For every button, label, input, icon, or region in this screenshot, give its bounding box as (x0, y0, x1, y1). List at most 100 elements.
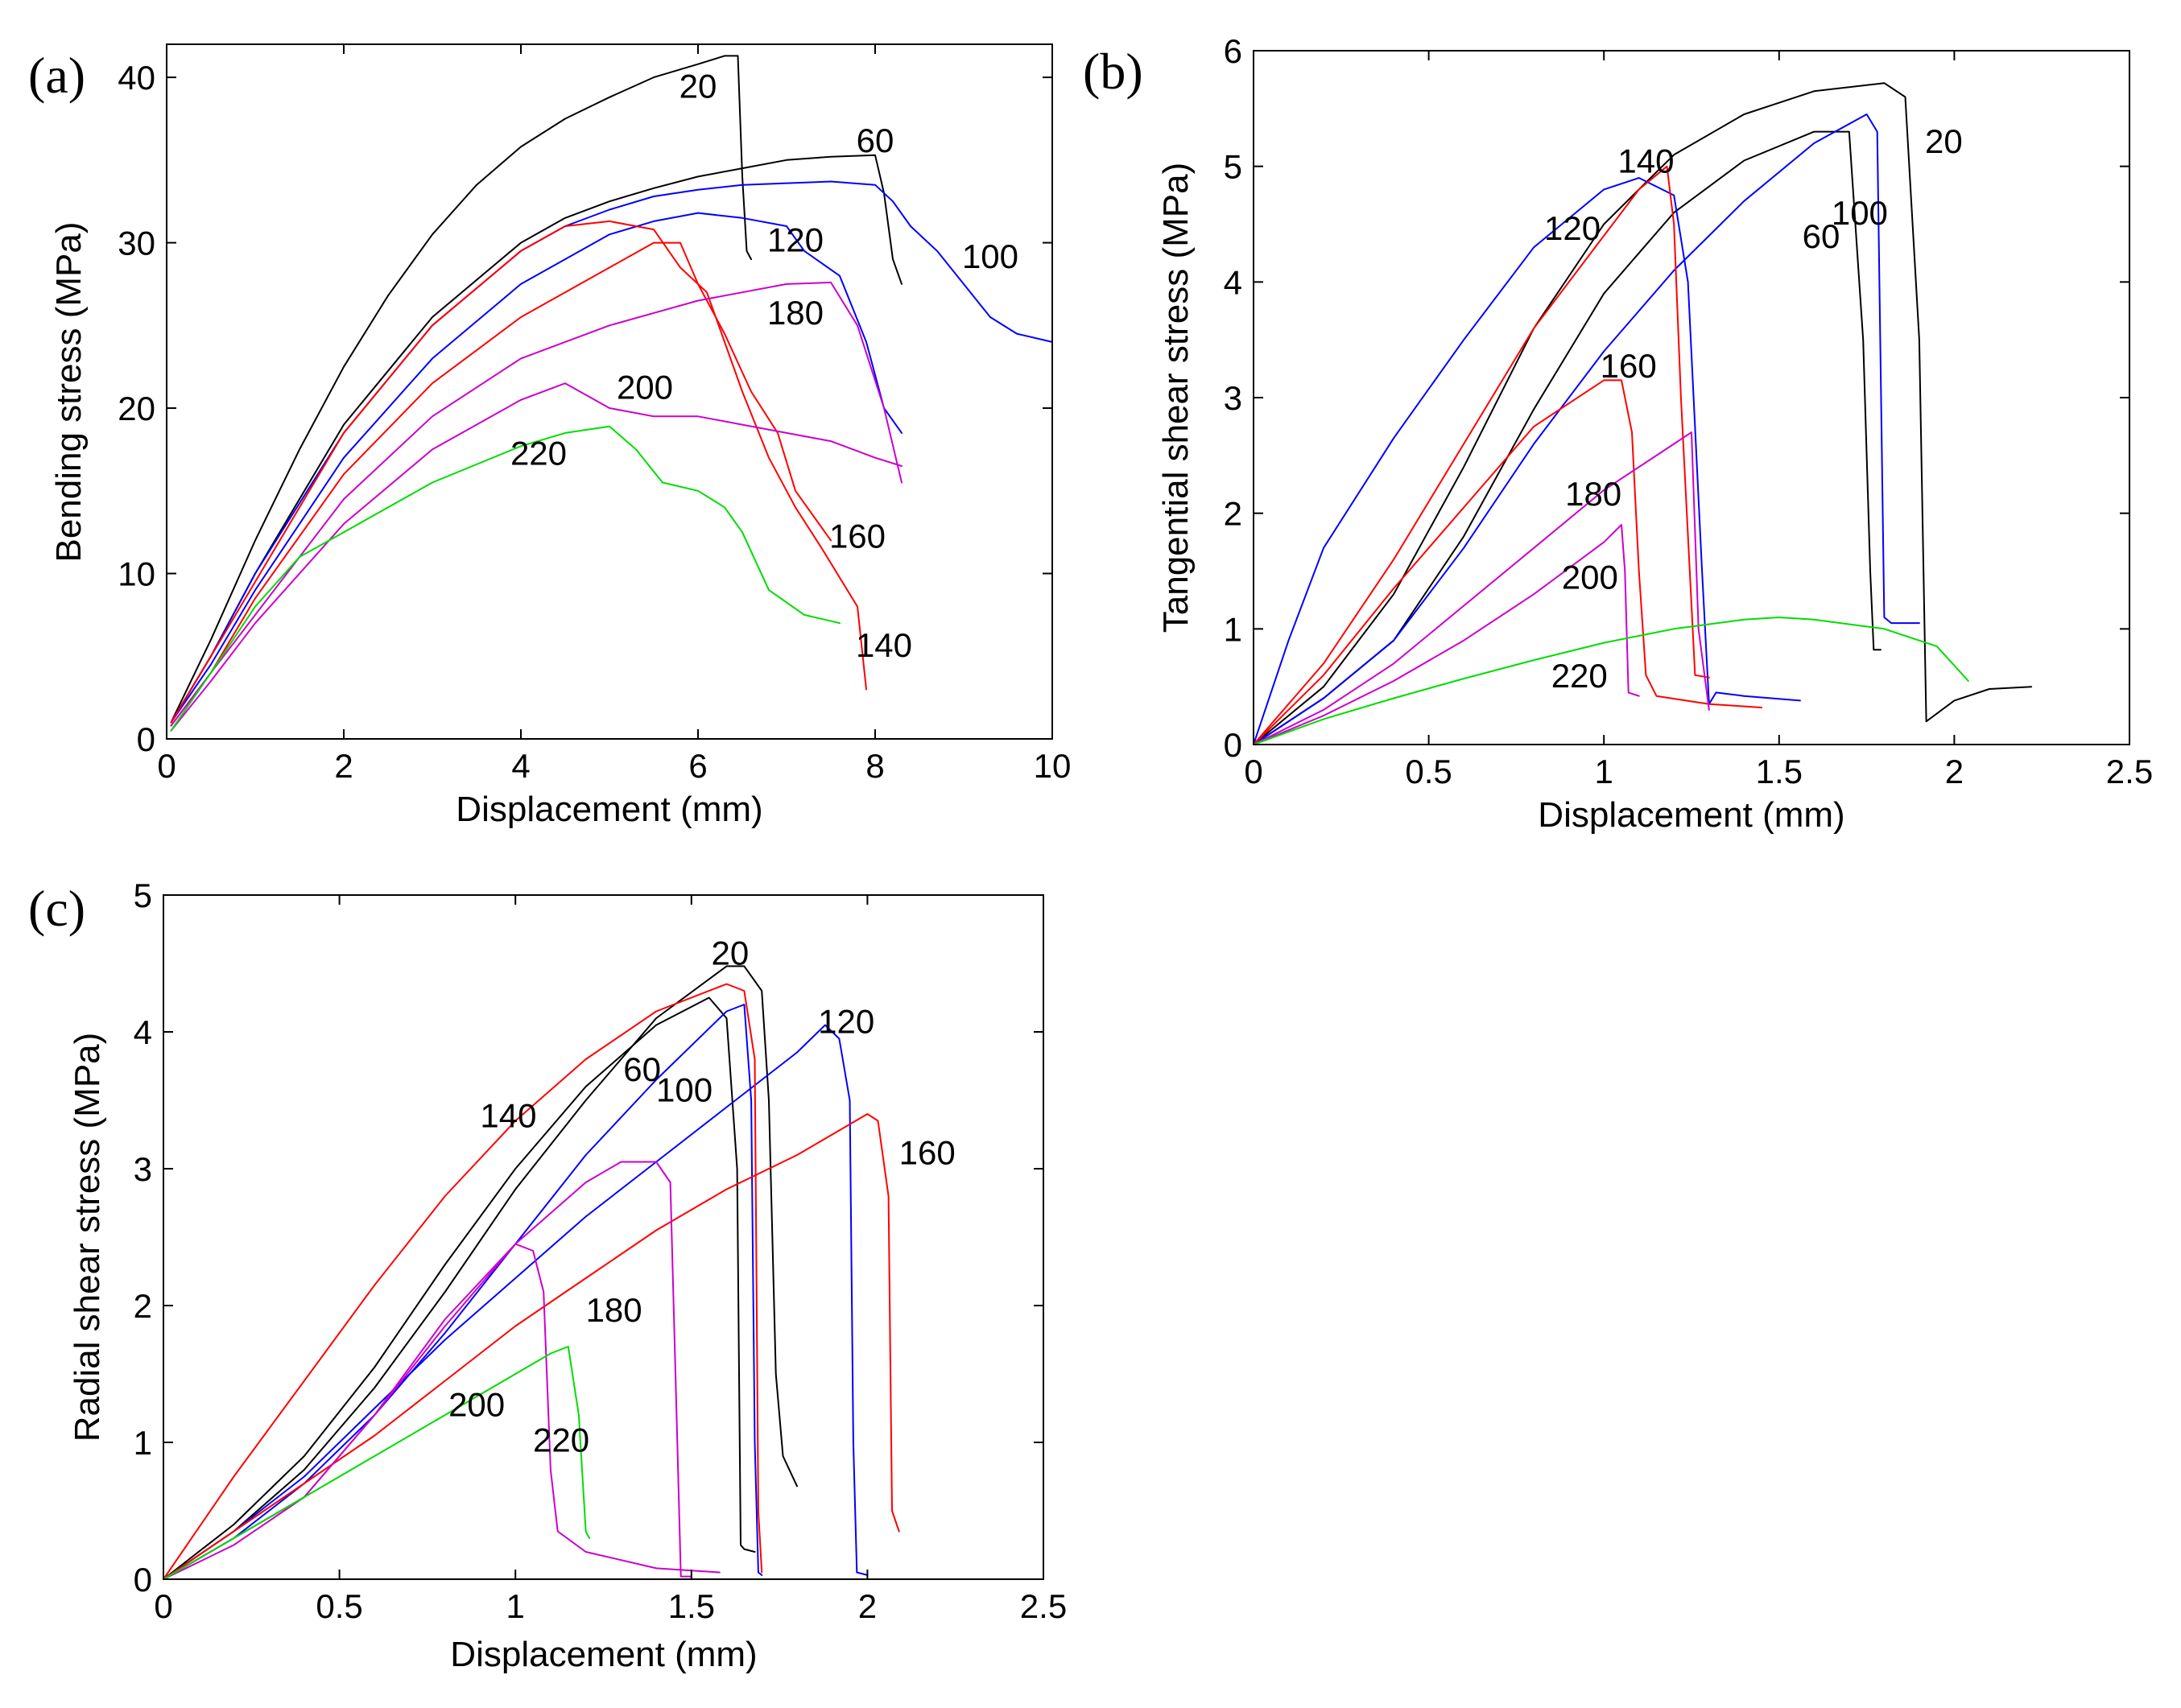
y-tick-label: 3 (1224, 379, 1242, 417)
y-tick-label: 5 (1224, 148, 1242, 186)
x-tick-label: 1.5 (1756, 753, 1803, 790)
series-line-120 (170, 212, 903, 724)
y-tick-label: 40 (118, 59, 155, 97)
axes-frame (166, 43, 1053, 740)
series-label-220: 220 (533, 1421, 589, 1459)
series-label-220: 220 (1551, 657, 1608, 695)
series-line-160 (163, 1113, 900, 1580)
y-tick-label: 20 (118, 390, 155, 427)
series-label-120: 120 (1544, 209, 1601, 247)
series-line-140 (163, 983, 763, 1580)
y-axis-label: Bending stress (MPa) (49, 221, 89, 562)
series-line-140 (170, 220, 867, 724)
y-tick-label: 4 (1224, 263, 1242, 301)
y-tick-label: 3 (134, 1150, 152, 1188)
series-line-100 (170, 180, 1053, 724)
series-line-60 (163, 996, 756, 1580)
series-label-180: 180 (1565, 475, 1621, 513)
y-tick-label: 1 (1224, 610, 1242, 648)
x-tick-label: 4 (511, 747, 530, 785)
panel-label: (c) (28, 880, 85, 937)
series-label-200: 200 (617, 368, 673, 406)
y-axis-label: Tangential shear stress (MPa) (1156, 163, 1196, 633)
series-label-120: 120 (767, 221, 824, 258)
series-label-100: 100 (962, 237, 1018, 275)
series-line-140 (1253, 165, 1710, 745)
series-label-200: 200 (1562, 559, 1618, 596)
x-tick-label: 0 (157, 747, 176, 785)
series-line-220 (170, 425, 841, 732)
panel-label: (b) (1083, 43, 1143, 100)
series-label-160: 160 (829, 517, 886, 555)
y-tick-label: 5 (134, 877, 152, 914)
series-line-120 (1253, 177, 1801, 745)
series-line-180 (1253, 431, 1710, 745)
series-line-60 (170, 154, 903, 724)
axes-frame (1253, 50, 2130, 745)
series-line-20 (163, 965, 798, 1580)
series-line-100 (1253, 113, 1920, 745)
chart-panel-3: 0 0.5 1 1.5 2 2.5 0 1 2 3 4 5 Displacement (mm) Radia… (28, 877, 1067, 1674)
series-label-20: 20 (1925, 122, 1963, 160)
x-axis-label: Displacement (mm) (456, 790, 762, 829)
series-line-200 (1253, 524, 1640, 745)
series-line-160 (170, 241, 832, 727)
series-label-220: 220 (510, 435, 567, 472)
x-tick-label: 8 (865, 747, 884, 785)
y-tick-label: 1 (134, 1424, 152, 1462)
series-line-20 (1253, 82, 2033, 745)
series-line-220 (163, 1346, 590, 1580)
axes-frame (163, 894, 1044, 1580)
series-label-140: 140 (480, 1097, 536, 1135)
y-tick-label: 0 (137, 720, 155, 758)
chart-panel-2: 0 0.5 1 1.5 2 2.5 0 1 2 3 4 5 6 Displacement (mm) Tang… (1083, 32, 2153, 835)
x-axis-label: Displacement (mm) (1538, 795, 1844, 835)
x-tick-label: 0.5 (1405, 753, 1452, 790)
x-axis-label: Displacement (mm) (450, 1635, 757, 1674)
x-tick-label: 2.5 (1020, 1587, 1067, 1625)
series-line-220 (1253, 617, 1969, 745)
series-line-120 (163, 1024, 869, 1580)
x-tick-label: 0 (154, 1587, 172, 1625)
y-tick-label: 0 (134, 1561, 152, 1599)
series-line-60 (1253, 130, 1882, 745)
x-tick-label: 0 (1244, 753, 1262, 790)
series-label-200: 200 (448, 1385, 505, 1423)
series-label-140: 140 (1617, 142, 1674, 179)
series-label-180: 180 (586, 1291, 642, 1329)
y-tick-label: 4 (134, 1013, 152, 1051)
x-tick-label: 1 (506, 1587, 525, 1625)
x-tick-label: 0.5 (316, 1587, 362, 1625)
x-tick-label: 1.5 (668, 1587, 715, 1625)
series-line-20 (170, 55, 752, 724)
y-tick-label: 6 (1224, 32, 1242, 70)
y-tick-label: 10 (118, 555, 155, 593)
x-tick-label: 6 (688, 747, 707, 785)
series-label-140: 140 (856, 626, 912, 664)
y-axis-label: Radial shear stress (MPa) (68, 1033, 107, 1442)
series-label-100: 100 (656, 1071, 713, 1108)
series-label-20: 20 (712, 934, 750, 972)
series-line-100 (163, 1004, 763, 1580)
x-tick-label: 2 (858, 1587, 877, 1625)
series-label-60: 60 (623, 1050, 661, 1088)
y-tick-label: 30 (118, 225, 155, 262)
x-tick-label: 10 (1034, 747, 1072, 785)
y-tick-label: 2 (1224, 495, 1242, 533)
series-line-200 (170, 382, 903, 732)
x-tick-label: 1 (1595, 753, 1613, 790)
panel-label: (a) (28, 47, 85, 104)
series-line-180 (170, 281, 903, 727)
series-line-160 (1253, 379, 1762, 745)
series-label-100: 100 (1832, 194, 1888, 232)
series-label-60: 60 (1803, 217, 1840, 255)
y-tick-label: 0 (1224, 726, 1242, 764)
series-label-160: 160 (899, 1134, 956, 1172)
series-label-60: 60 (857, 122, 894, 159)
x-tick-label: 2 (1945, 753, 1964, 790)
series-label-120: 120 (818, 1002, 874, 1040)
y-tick-label: 2 (134, 1287, 152, 1325)
